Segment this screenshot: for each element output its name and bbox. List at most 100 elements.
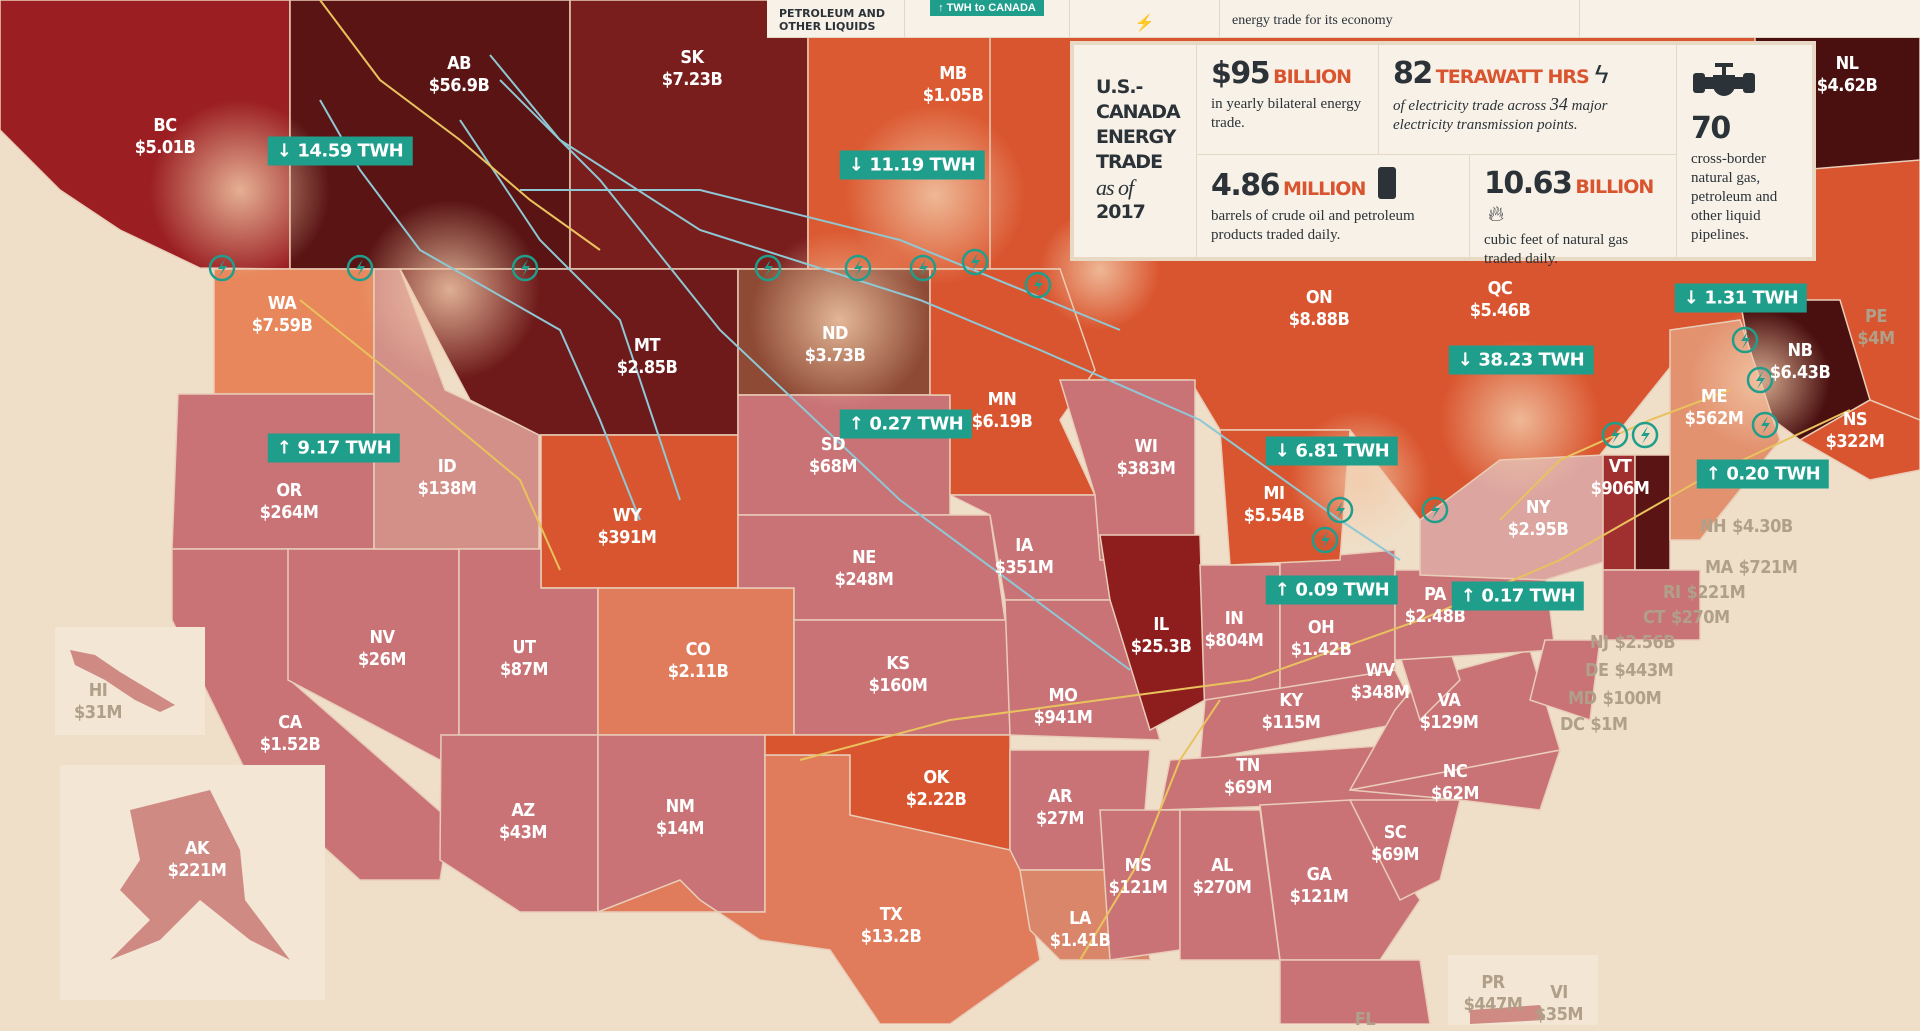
lightning-icon xyxy=(919,259,928,277)
gas-pipeline xyxy=(459,119,681,501)
region-label-oh: OH $1.42B xyxy=(1291,617,1352,661)
region-code: OR xyxy=(276,480,302,501)
region-code: TX xyxy=(879,904,903,925)
region-code: HI xyxy=(88,680,108,701)
region-label-wi: WI $383M xyxy=(1117,436,1176,480)
trade-value: $2.85B xyxy=(616,357,678,378)
region-il xyxy=(1099,534,1206,732)
region-code: ND xyxy=(822,323,848,344)
twh-to-canada-badge: ↑ TWH to CANADA xyxy=(930,0,1044,16)
region-code: AZ xyxy=(511,800,535,821)
region-label-ma: MA $721M xyxy=(1705,557,1798,579)
region-code: WY xyxy=(612,505,642,526)
lightning-icon xyxy=(1641,426,1650,444)
region-code: AR xyxy=(1047,786,1073,807)
oil-barrel-icon xyxy=(1377,167,1396,199)
lightning-icon xyxy=(218,259,227,277)
region-label-mo: MO $941M xyxy=(1034,685,1093,729)
stat-oil: 4.86 MILLION barrels of crude oil and pet… xyxy=(1197,155,1470,257)
trade-value: $348M xyxy=(1350,682,1410,703)
region-code: NV xyxy=(369,627,395,648)
trade-value: $4M xyxy=(1857,328,1895,349)
region-code: MI xyxy=(1263,483,1285,504)
region-code: BC xyxy=(153,115,177,136)
gas-pipeline xyxy=(489,54,1401,561)
region-label-nb: NB $6.43B xyxy=(1770,340,1831,384)
twh-value: 11.19 TWH xyxy=(869,154,976,176)
region-label-mt: MT $2.85B xyxy=(617,335,678,379)
title-line: TRADE xyxy=(1096,151,1163,173)
region-code: KS xyxy=(886,653,910,674)
region-code: CA xyxy=(278,712,302,733)
transmission-point-icon xyxy=(1311,526,1339,554)
economy-text: energy trade for its economy xyxy=(1232,13,1393,28)
lightning-icon: ⚡ xyxy=(1070,0,1220,37)
stat-desc: cross-border natural gas, petroleum and … xyxy=(1691,151,1778,243)
region-code: IL xyxy=(1153,614,1169,635)
trade-value: $4.30B xyxy=(1732,516,1793,537)
stat-gas: 10.63 BILLION 🔥︎ cubic feet of natural gas… xyxy=(1470,155,1677,267)
region-code: NS xyxy=(1842,409,1868,430)
transmission-point-icon xyxy=(208,254,236,282)
region-code: GA xyxy=(1306,864,1332,885)
region-label-nl: NL $4.62B xyxy=(1817,53,1878,97)
transmission-point-icon xyxy=(1024,271,1052,299)
lightning-icon xyxy=(521,259,530,277)
region-label-wv: WV $348M xyxy=(1351,660,1410,704)
twh-flow-badge: ↑ 9.17 TWH xyxy=(267,433,401,463)
region-code: PR xyxy=(1481,972,1505,993)
region-label-wa: WA $7.59B xyxy=(252,293,313,337)
trade-value: $4.62B xyxy=(1816,75,1878,96)
trade-value: $129M xyxy=(1419,712,1479,733)
region-label-ut: UT $87M xyxy=(500,637,548,681)
region-label-dc: DC $1M xyxy=(1560,714,1628,736)
region-code: WI xyxy=(1134,436,1158,457)
twh-value: 6.81 TWH xyxy=(1295,440,1390,462)
region-label-nj: NJ $2.56B xyxy=(1590,632,1676,654)
region-code: NL xyxy=(1835,53,1859,74)
trade-value: $87M xyxy=(500,659,548,680)
arrow-up-icon: ↑ xyxy=(1460,585,1476,607)
region-new-england-south xyxy=(1602,569,1701,641)
region-label-pr: PR $447M xyxy=(1464,972,1523,1016)
title-as-of: as of xyxy=(1096,175,1134,200)
stats-title: U.S.- CANADA ENERGY TRADE as of 2017 xyxy=(1074,45,1197,257)
trade-value: $562M xyxy=(1684,408,1744,429)
region-code: MB xyxy=(939,63,967,84)
trade-value: $443M xyxy=(1614,660,1674,681)
region-sk xyxy=(569,0,809,270)
trade-value: $1M xyxy=(1590,714,1628,735)
twh-value: 0.20 TWH xyxy=(1726,463,1821,485)
region-label-tx: TX $13.2B xyxy=(861,904,922,948)
region-code: ME xyxy=(1700,386,1728,407)
stat-value: 70 xyxy=(1691,111,1731,146)
region-code: CT xyxy=(1643,607,1665,628)
region-label-la: LA $1.41B xyxy=(1050,908,1111,952)
region-label-on: ON $8.88B xyxy=(1289,287,1350,331)
region-label-mn: MN $6.19B xyxy=(972,389,1033,433)
region-label-md: MD $100M xyxy=(1568,688,1662,710)
stats-panel: U.S.- CANADA ENERGY TRADE as of 2017 $95… xyxy=(1074,45,1812,267)
region-label-ct: CT $270M xyxy=(1643,607,1730,629)
region-label-wy: WY $391M xyxy=(598,505,657,549)
legend-scale xyxy=(1580,0,1920,37)
region-label-mi: MI $5.54B xyxy=(1244,483,1305,527)
region-code: OH xyxy=(1307,617,1335,638)
region-code: LA xyxy=(1069,908,1091,929)
stat-pipelines: 70 cross-border natural gas, petroleum a… xyxy=(1677,45,1812,257)
region-label-ms: MS $121M xyxy=(1109,855,1168,899)
twh-value: 0.17 TWH xyxy=(1481,585,1576,607)
trade-value: $69M xyxy=(1224,777,1272,798)
stat-desc: barrels of crude oil and petroleum produ… xyxy=(1211,208,1415,243)
trade-value: $2.22B xyxy=(905,789,967,810)
region-code: MN xyxy=(987,389,1017,410)
stat-value: 82 xyxy=(1393,56,1433,91)
region-label-or: OR $264M xyxy=(260,480,319,524)
trade-value: $6.43B xyxy=(1769,362,1831,383)
oil-pipeline xyxy=(1079,699,1221,961)
region-code: NJ xyxy=(1590,632,1609,653)
trade-value: $56.9B xyxy=(428,75,490,96)
lightning-icon xyxy=(1336,501,1345,519)
region-code: ON xyxy=(1305,287,1333,308)
arrow-down-icon: ↓ xyxy=(1274,440,1290,462)
